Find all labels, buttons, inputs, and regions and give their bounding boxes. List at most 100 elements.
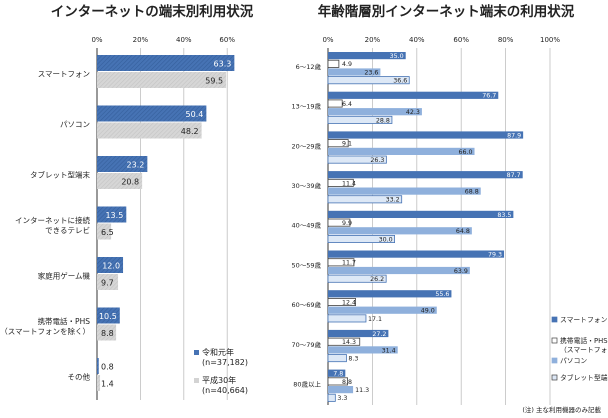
chart-right-data-label-pc: 11.3 [355, 387, 369, 394]
chart-left-tick-label: 40% [176, 36, 192, 44]
chart-left-bar-2019 [97, 257, 124, 273]
chart-right-legend-swatch-tablet [551, 374, 558, 381]
chart-right-data-label-tablet: 17.1 [368, 316, 382, 323]
chart-right-data-label-smartphone: 87.9 [507, 132, 521, 139]
chart-right-bar-feature-phone [327, 297, 356, 306]
chart-right-data-label-pc: 31.4 [382, 347, 396, 354]
chart-left-bar-2018 [97, 173, 143, 189]
chart-right-legend-label-pc: パソコン [560, 357, 587, 365]
chart-right-data-label-tablet: 8.3 [348, 356, 358, 363]
chart-left-bar-2018 [97, 324, 117, 341]
chart-left-legend-label-2018: 平成30年 [202, 375, 236, 385]
chart-right-bar-pc [328, 386, 354, 394]
chart-left-bar-2018 [97, 122, 202, 139]
chart-right-bar-pc [328, 266, 470, 275]
chart-right-data-label-smartphone: 55.6 [435, 291, 449, 298]
chart-right-category-label: 50～59歳 [291, 260, 321, 269]
chart-right-category-label: 6～12歳 [296, 62, 322, 71]
chart-left-category-label: タブレット型端末 [30, 169, 90, 179]
chart-right-category-label: 70～79歳 [291, 340, 321, 349]
chart-left-bar-2018 [97, 72, 227, 88]
chart-left-category-label: 携帯電話・PHS [38, 316, 91, 326]
chart-right-bar-smartphone [328, 131, 524, 139]
chart-left-bar-2019 [97, 358, 99, 374]
chart-right-data-label-pc: 49.0 [421, 308, 435, 315]
chart-right-bar-feature-phone [327, 377, 348, 386]
chart-left-data-label-2019: 10.5 [99, 312, 117, 321]
chart-right-legend-swatch-smartphone [551, 316, 558, 323]
chart-right-category-labels: 6～12歳 13～19歳 20～29歳 30～39歳 40～49歳 50～59歳 60～69… [291, 62, 321, 389]
chart-left-data-label-2018: 9.7 [101, 279, 114, 288]
chart-right-data-label-tablet: 30.0 [379, 236, 393, 243]
chart-right-legend-label-smartphone: スマートフォン [560, 316, 608, 324]
chart-right-legend-label-feature-phone: （スマートフォンを除く） [560, 345, 608, 354]
chart-right-data-label-feature-phone: 6.4 [342, 101, 352, 108]
chart-right-category-label: 30～39歳 [291, 181, 321, 190]
chart-right-bar-feature-phone [327, 258, 355, 267]
chart-right-data-label-feature-phone: 12.4 [342, 299, 356, 306]
chart-right-tick-label: 80% [498, 36, 514, 44]
chart-right-legend-label-feature-phone: 携帯電話・PHS [560, 336, 608, 345]
chart-left-category-label: できるテレビ [45, 226, 90, 235]
chart-right-bar-pc [328, 68, 381, 76]
chart-right-category-label: 13～19歳 [291, 102, 321, 111]
chart-right-bar-pc [328, 346, 398, 354]
chart-right-data-label-pc: 68.8 [465, 189, 479, 196]
chart-left-tick-label: 20% [133, 36, 149, 44]
chart-right-data-label-smartphone: 35.0 [390, 53, 404, 60]
chart-right-bar-tablet [327, 155, 387, 164]
chart-left-legend-label-2019: 令和元年 [202, 347, 234, 357]
chart-left-bar-2018 [97, 274, 119, 290]
chart-right-bar-feature-phone [327, 337, 361, 346]
chart-right-bar-tablet [327, 115, 393, 124]
chart-right-data-label-feature-phone: 9.9 [342, 220, 352, 227]
chart-right-tick-label: 40% [409, 36, 425, 44]
chart-right-data-label-smartphone: 7.8 [333, 371, 343, 378]
chart-right-bar-smartphone [328, 52, 406, 60]
chart-left-title: インターネットの端末別利用状況 [51, 3, 254, 20]
chart-right-bar-tablet [327, 234, 395, 243]
chart-right-bar-tablet [327, 314, 367, 323]
chart-left-bar-2019 [97, 105, 207, 122]
chart-right-bar-tablet [327, 76, 410, 85]
chart-right-bar-smartphone [328, 369, 346, 377]
chart-right-data-label-feature-phone: 8.8 [342, 379, 352, 386]
chart-left-data-label-2019: 23.2 [127, 161, 145, 170]
chart-left: インターネットの端末別利用状況 0% 20% 40% 60% スマートフォンパソコンタ… [0, 3, 254, 400]
chart-right-bar-tablet [327, 195, 403, 204]
chart-right-data-label-pc: 23.6 [364, 69, 378, 76]
chart-left-data-label-2019: 50.4 [186, 110, 204, 119]
chart-left-legend-label-2018: (n=40,664) [202, 386, 248, 395]
chart-left-data-label-2018: 8.8 [101, 329, 114, 338]
chart-left-category-label: （スマートフォンを除く） [0, 326, 90, 336]
chart-right-data-label-smartphone: 87.7 [507, 172, 521, 179]
chart-right-data-label-smartphone: 83.5 [497, 212, 511, 219]
chart-right-bar-feature-phone [327, 178, 354, 187]
chart-right-bar-feature-phone [327, 218, 351, 227]
chart-right-data-label-smartphone: 76.7 [482, 93, 496, 100]
chart-left-data-label-2018: 48.2 [181, 127, 199, 136]
chart-right-bar-tablet [327, 393, 336, 402]
chart-right-bar-feature-phone [327, 99, 343, 108]
chart-left-legend-label-2019: (n=37,182) [202, 358, 248, 367]
chart-left-legend-swatch-2018 [194, 378, 199, 383]
chart-left-data-label-2019: 0.8 [101, 363, 114, 372]
chart-left-bar-2018 [97, 223, 112, 240]
chart-right-bar-smartphone [328, 290, 452, 298]
chart-right-bar-feature-phone [327, 59, 340, 68]
chart-right-data-label-pc: 66.0 [458, 149, 472, 156]
chart-left-category-label: インターネットに接続 [15, 215, 90, 225]
chart-right-tick-labels: 0% 20% 40% 60% 80% 100% [322, 36, 560, 44]
chart-left-bars [97, 55, 235, 391]
chart-right-legend-swatch-pc [551, 357, 558, 364]
chart-right-data-label-tablet: 28.8 [376, 117, 390, 124]
chart-left-bar-2018 [97, 375, 101, 391]
chart-left-tick-label: 60% [219, 36, 235, 44]
chart-right-bar-tablet [327, 274, 387, 283]
chart-right-bar-pc [328, 227, 472, 235]
chart-left-bar-2019 [97, 156, 148, 172]
chart-right-bar-pc [328, 147, 475, 155]
chart-right: 年齢階層別インターネット端末の利用状況 0% 20% 40% 60% 80% 100% 6… [291, 3, 608, 414]
chart-left-data-label-2019: 63.3 [214, 60, 232, 69]
chart-left-category-labels: スマートフォンパソコンタブレット型端末インターネットに接続できるテレビ家庭用ゲー… [0, 69, 90, 381]
